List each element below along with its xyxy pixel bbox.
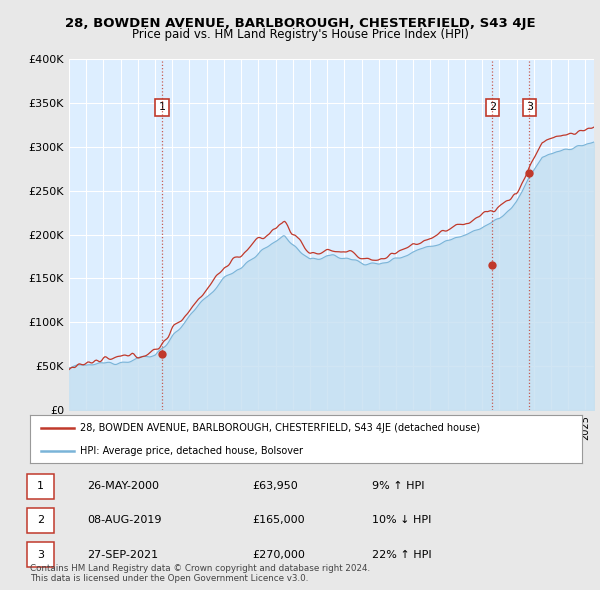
Text: 10% ↓ HPI: 10% ↓ HPI <box>372 516 431 525</box>
Text: 2: 2 <box>37 516 44 525</box>
Text: Price paid vs. HM Land Registry's House Price Index (HPI): Price paid vs. HM Land Registry's House … <box>131 28 469 41</box>
Text: 26-MAY-2000: 26-MAY-2000 <box>87 481 159 491</box>
Text: HPI: Average price, detached house, Bolsover: HPI: Average price, detached house, Bols… <box>80 446 302 456</box>
Text: 9% ↑ HPI: 9% ↑ HPI <box>372 481 425 491</box>
Text: £270,000: £270,000 <box>252 550 305 559</box>
Text: 22% ↑ HPI: 22% ↑ HPI <box>372 550 431 559</box>
Text: £63,950: £63,950 <box>252 481 298 491</box>
Text: 08-AUG-2019: 08-AUG-2019 <box>87 516 161 525</box>
Text: 1: 1 <box>37 481 44 491</box>
Text: 28, BOWDEN AVENUE, BARLBOROUGH, CHESTERFIELD, S43 4JE: 28, BOWDEN AVENUE, BARLBOROUGH, CHESTERF… <box>65 17 535 30</box>
Text: Contains HM Land Registry data © Crown copyright and database right 2024.
This d: Contains HM Land Registry data © Crown c… <box>30 563 370 583</box>
Text: £165,000: £165,000 <box>252 516 305 525</box>
Text: 1: 1 <box>158 102 166 112</box>
Text: 3: 3 <box>526 102 533 112</box>
Text: 27-SEP-2021: 27-SEP-2021 <box>87 550 158 559</box>
Text: 3: 3 <box>37 550 44 559</box>
Text: 2: 2 <box>489 102 496 112</box>
Text: 28, BOWDEN AVENUE, BARLBOROUGH, CHESTERFIELD, S43 4JE (detached house): 28, BOWDEN AVENUE, BARLBOROUGH, CHESTERF… <box>80 423 480 433</box>
